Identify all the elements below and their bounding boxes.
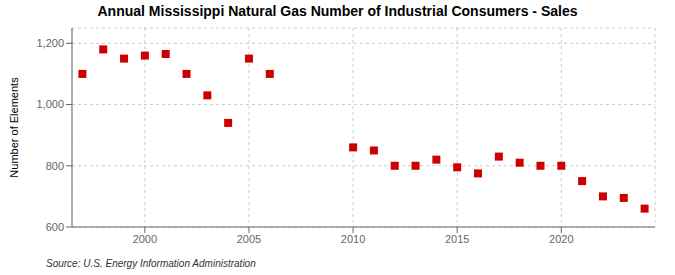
svg-text:2020: 2020 [549,233,573,245]
svg-text:1,200: 1,200 [36,37,64,49]
svg-text:2000: 2000 [133,233,157,245]
svg-text:2010: 2010 [341,233,365,245]
svg-text:800: 800 [46,160,64,172]
html-text:Source: U.S. Energy Informatio: Source: U.S. Energy Information Administ… [46,258,256,269]
svg-text:2005: 2005 [237,233,261,245]
html-text:Annual Mississippi Natural Gas: Annual Mississippi Natural Gas Number of… [97,3,578,19]
svg-text:2015: 2015 [445,233,469,245]
svg-text:1,000: 1,000 [36,98,64,110]
svg-text:600: 600 [46,221,64,233]
svg-text:Number of Elements: Number of Elements [8,77,20,178]
